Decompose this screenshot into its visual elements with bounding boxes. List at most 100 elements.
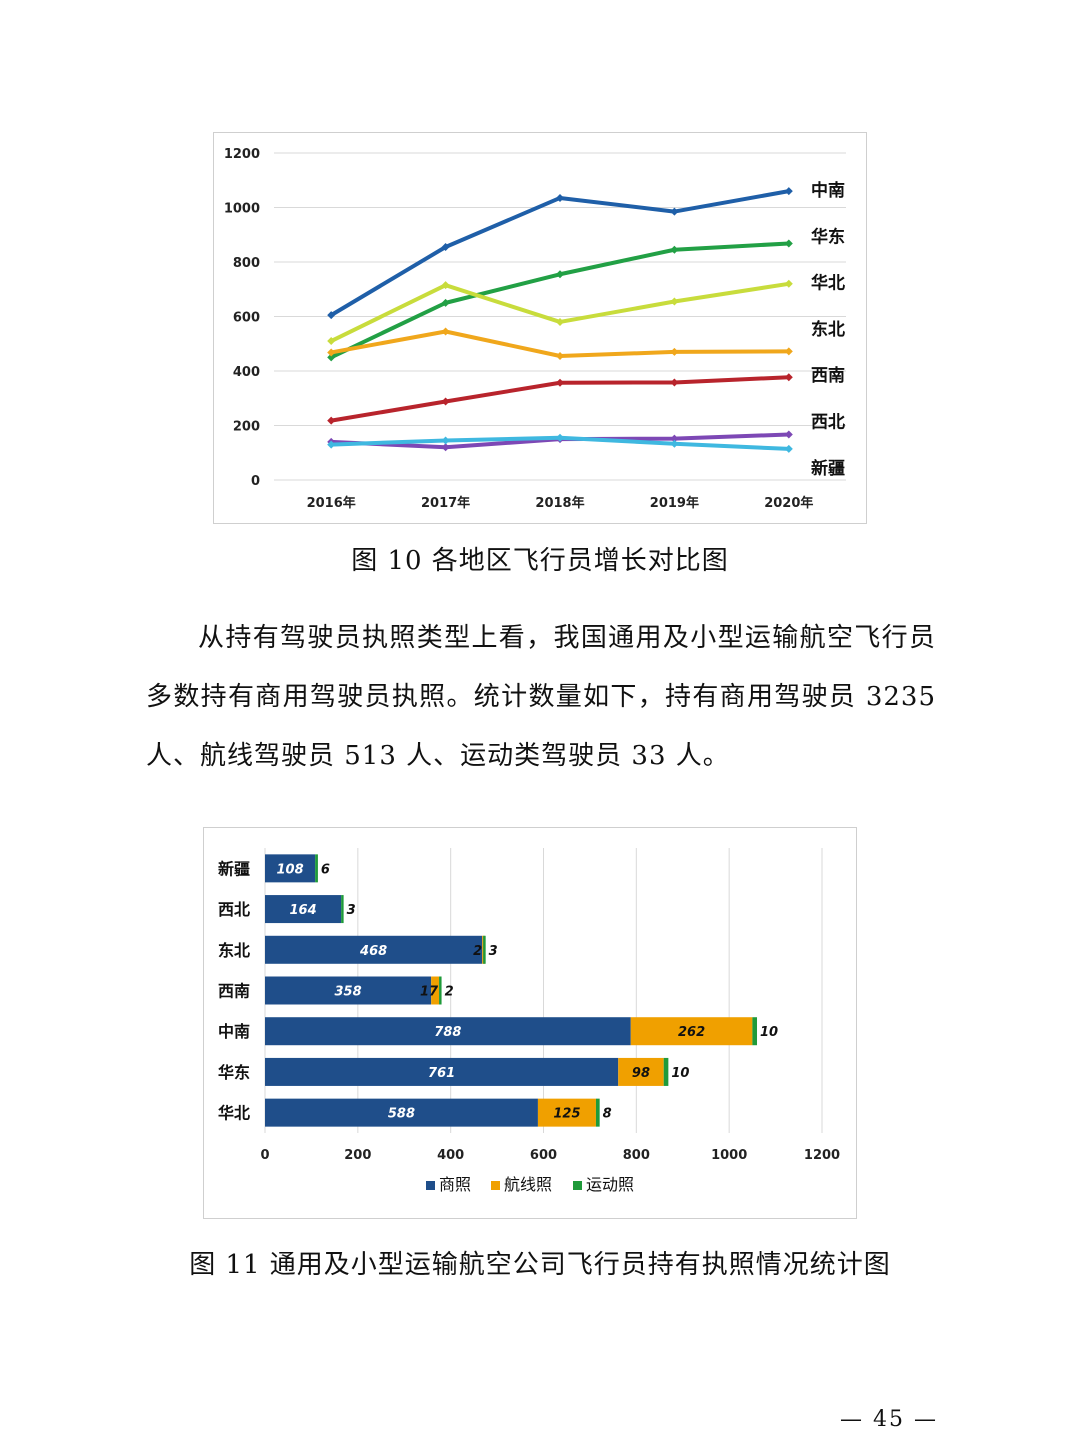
data-point	[670, 207, 679, 216]
legend-swatch	[573, 1181, 582, 1190]
data-point	[441, 397, 450, 406]
bar-segment-航线照	[618, 1057, 664, 1086]
bar-segment-商照	[265, 1017, 631, 1046]
legend-label: 运动照	[586, 1175, 634, 1194]
bar-value-label: 468	[359, 944, 387, 959]
series-label: 东北	[811, 319, 845, 340]
category-label: 中南	[218, 1022, 250, 1041]
data-point	[784, 187, 793, 196]
x-tick-label: 2019年	[650, 495, 699, 511]
bar-value-label: 2	[445, 985, 454, 1000]
legend-swatch	[426, 1181, 435, 1190]
bar-segment-商照	[265, 1098, 538, 1127]
data-point	[327, 311, 336, 320]
bar-segment-运动照	[341, 895, 344, 924]
bar-value-label: 358	[335, 985, 362, 1000]
body-paragraph: 从持有驾驶员执照类型上看，我国通用及小型运输航空飞行员多数持有商用驾驶员执照。统…	[146, 623, 936, 771]
x-tick-label: 2017年	[421, 495, 470, 511]
bar-segment-运动照	[595, 1098, 600, 1127]
data-point	[670, 378, 679, 387]
y-tick-label: 1000	[224, 202, 260, 217]
category-label: 西南	[218, 982, 250, 1001]
bar-value-label: 761	[428, 1066, 455, 1081]
data-point	[556, 433, 564, 442]
data-point	[784, 279, 793, 288]
bar-segment-航线照	[537, 1098, 596, 1127]
line-chart-svg: 0 200 400 600 800 1000 1200 2016年 2017年 2018年 2019…	[224, 147, 846, 511]
data-point	[327, 353, 336, 362]
bar-segment-运动照	[752, 1017, 758, 1046]
series-line-中南	[329, 189, 791, 318]
bar-value-label: 3	[489, 944, 498, 959]
data-point	[441, 281, 450, 290]
data-point	[441, 243, 450, 252]
bar-value-label: 17	[420, 985, 439, 1000]
data-point	[670, 297, 679, 306]
series-line-华北	[329, 281, 791, 344]
legend-swatch	[491, 1181, 500, 1190]
category-label: 东北	[218, 941, 250, 960]
figure11-caption: 图 11 通用及小型运输航空公司飞行员持有执照情况统计图	[189, 1250, 891, 1280]
bar-value-label: 2	[473, 944, 482, 959]
bar-value-label: 8	[603, 1107, 612, 1122]
bar-value-label: 788	[434, 1025, 461, 1040]
bar-value-label: 588	[388, 1107, 415, 1122]
data-point	[441, 327, 450, 336]
category-label: 华北	[218, 1104, 250, 1123]
bar-value-label: 262	[678, 1025, 705, 1040]
category-label: 华东	[218, 1063, 250, 1082]
data-point	[441, 443, 450, 452]
series-label: 西北	[811, 413, 845, 433]
bar-value-label: 125	[553, 1107, 580, 1122]
bar-segment-航线照	[431, 976, 440, 1005]
bar-value-label: 10	[760, 1025, 778, 1040]
data-point	[327, 440, 336, 449]
x-tick-label: 1000	[711, 1148, 747, 1163]
x-tick-label: 1200	[804, 1148, 840, 1163]
data-point	[556, 270, 564, 279]
bar-segment-航线照	[630, 1017, 753, 1046]
data-point	[327, 416, 336, 425]
bar-segment-商照	[265, 895, 342, 924]
data-point	[670, 347, 679, 356]
bar-value-label: 10	[671, 1066, 689, 1081]
x-tick-label: 2016年	[307, 495, 356, 511]
bar-segment-运动照	[483, 935, 486, 964]
series-label: 西南	[811, 365, 845, 386]
y-tick-label: 200	[233, 420, 260, 435]
data-point	[784, 430, 793, 439]
y-tick-label: 1200	[224, 147, 260, 162]
series-label: 华东	[811, 226, 845, 247]
y-tick-label: 800	[233, 256, 260, 271]
data-point	[784, 347, 793, 356]
figure10-chart: 0 200 400 600 800 1000 1200 2016年 2017年 2018年 2019…	[213, 132, 867, 524]
data-point	[784, 444, 793, 453]
legend-label: 商照	[439, 1175, 471, 1194]
bar-segment-运动照	[439, 976, 442, 1005]
bar-value-label: 3	[347, 903, 356, 918]
bar-value-label: 98	[632, 1066, 650, 1081]
y-tick-label: 400	[233, 365, 260, 380]
data-point	[556, 193, 564, 202]
data-point	[556, 317, 564, 326]
data-point	[670, 245, 679, 254]
x-tick-label: 800	[623, 1148, 650, 1163]
data-point	[784, 373, 793, 382]
x-tick-label: 2018年	[535, 495, 584, 511]
x-tick-label: 400	[437, 1148, 464, 1163]
data-point	[327, 337, 336, 346]
y-tick-label: 600	[233, 311, 260, 326]
x-tick-label: 200	[344, 1148, 371, 1163]
x-tick-label: 0	[260, 1148, 269, 1163]
bar-segment-运动照	[315, 854, 318, 883]
figure11-chart: 0 200 400 600 800 1000 1200 新疆 108 6 西北 164 3 东北 468 2 3…	[203, 827, 857, 1219]
bar-segment-商照	[265, 935, 483, 964]
y-tick-label: 0	[251, 474, 260, 489]
x-tick-label: 600	[530, 1148, 557, 1163]
data-point	[670, 434, 679, 443]
data-point	[327, 348, 336, 357]
page-number: — 45 —	[840, 1407, 938, 1432]
series-label: 中南	[811, 180, 845, 201]
series-label: 华北	[811, 273, 845, 294]
